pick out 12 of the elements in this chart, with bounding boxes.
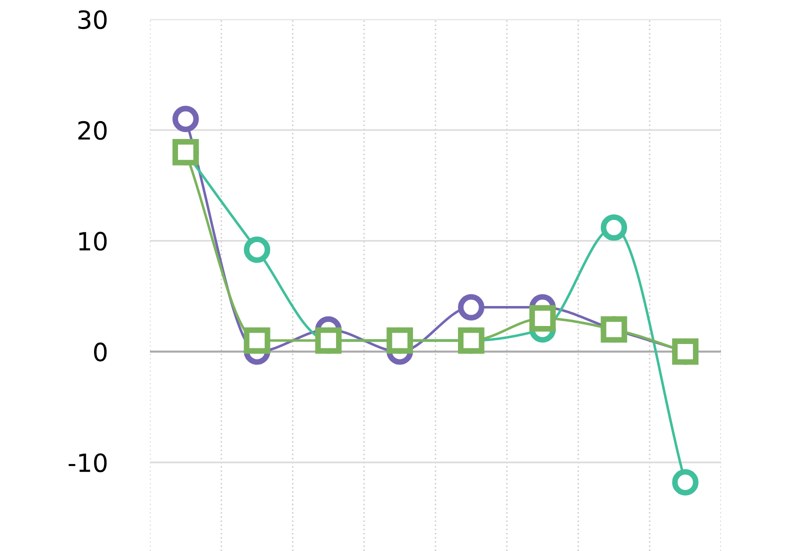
point — [458, 294, 484, 320]
y-tick-label: -10 — [68, 453, 107, 472]
point — [672, 469, 699, 496]
point — [244, 327, 270, 354]
y-tick-label: 10 — [79, 232, 107, 251]
y-tick-label: 20 — [78, 121, 107, 140]
point — [529, 305, 556, 332]
y-tick-label: 0 — [94, 342, 107, 362]
point — [244, 236, 270, 263]
y-tick-label: 30 — [78, 10, 107, 30]
point — [600, 214, 628, 241]
point — [172, 106, 199, 132]
